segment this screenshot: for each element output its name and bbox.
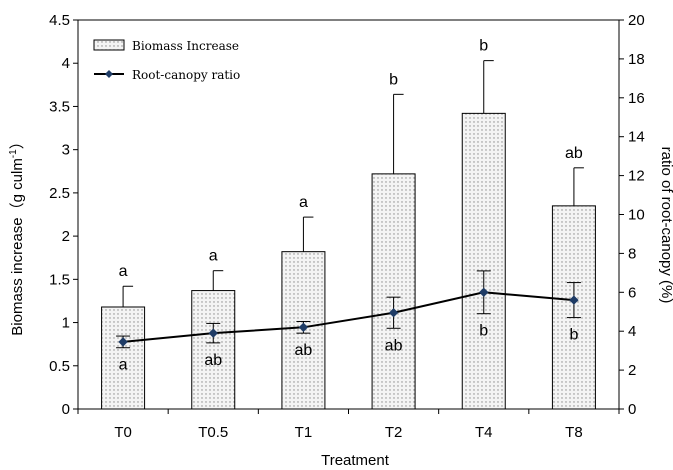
y2-tick-label: 12 xyxy=(628,168,645,185)
bar-significance-label: b xyxy=(479,38,488,55)
x-axis-title: Treatment xyxy=(321,452,390,469)
x-tick-label: T0 xyxy=(114,424,132,441)
line-marker xyxy=(298,322,309,333)
bar-significance-label: ab xyxy=(565,145,583,162)
line-significance-label: b xyxy=(479,323,488,340)
plot-area: 0 0.5 1 1.5 2 2.5 3 3.5 4 4.5 0 2 4 6 8 10 12 14 16 18 20 T0 T… xyxy=(49,12,645,441)
line-significance-label: ab xyxy=(295,342,313,359)
y-tick-label: 2 xyxy=(62,228,70,245)
line-marker xyxy=(569,295,579,305)
line-significance-label: ab xyxy=(204,352,222,369)
bar-significance-label: a xyxy=(299,194,308,211)
x-tick-label: T1 xyxy=(295,424,313,441)
x-tick-label: T4 xyxy=(475,424,493,441)
bar xyxy=(461,112,506,410)
legend-line-marker xyxy=(105,70,113,78)
bar-significance-label: a xyxy=(209,248,218,265)
y2-axis-title: ratio of root-canopy (%) xyxy=(658,147,673,304)
y2-tick-label: 2 xyxy=(628,362,636,379)
bar-significance-label: a xyxy=(119,263,128,280)
root-canopy-line xyxy=(122,291,575,343)
y2-tick-label: 6 xyxy=(628,284,636,301)
y-axis-title: Biomass increase（g culm-1） xyxy=(8,134,26,335)
y2-tick-label: 0 xyxy=(628,401,636,418)
legend-bar-swatch xyxy=(93,39,125,51)
y-tick-label: 0 xyxy=(62,401,70,418)
y-tick-label: 4 xyxy=(62,55,70,72)
line-significance-label: a xyxy=(119,357,128,374)
y2-tick-label: 20 xyxy=(628,12,645,29)
y-tick-label: 1.5 xyxy=(49,271,70,288)
y-tick-label: 0.5 xyxy=(49,358,70,375)
bar xyxy=(101,306,146,410)
y2-tick-label: 4 xyxy=(628,323,636,340)
y-tick-label: 1 xyxy=(62,315,70,332)
y-tick-label: 4.5 xyxy=(49,12,70,29)
x-tick-label: T0.5 xyxy=(198,424,228,441)
bar xyxy=(371,173,416,410)
line-significance-label: ab xyxy=(385,337,403,354)
line-marker xyxy=(208,328,218,338)
line-significance-label: b xyxy=(569,327,578,344)
y-tick-label: 3.5 xyxy=(49,98,70,115)
x-tick-label: T2 xyxy=(385,424,403,441)
bar xyxy=(191,290,236,410)
line-marker xyxy=(479,287,489,298)
legend-bar-label: Biomass Increase xyxy=(132,39,239,53)
bar-significance-label: b xyxy=(389,71,398,88)
legend-line-label: Root-canopy ratio xyxy=(132,68,240,82)
y2-tick-label: 10 xyxy=(628,207,645,224)
y-tick-label: 2.5 xyxy=(49,185,70,202)
y2-tick-label: 18 xyxy=(628,51,645,68)
x-tick-label: T8 xyxy=(565,424,583,441)
line-marker xyxy=(388,308,399,318)
y2-tick-label: 8 xyxy=(628,245,636,262)
y-tick-label: 3 xyxy=(62,142,70,159)
line-marker xyxy=(118,337,128,347)
y2-tick-label: 16 xyxy=(628,90,645,107)
y2-tick-label: 14 xyxy=(628,129,645,146)
